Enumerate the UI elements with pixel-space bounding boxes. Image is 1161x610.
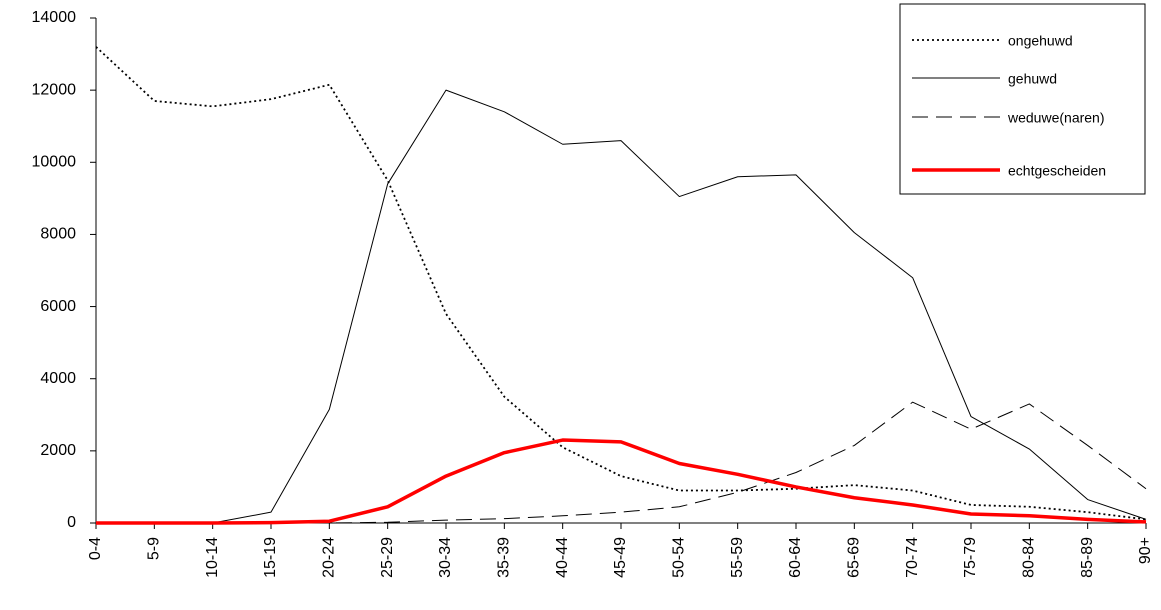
y-tick-label: 12000: [32, 81, 77, 98]
x-tick-label: 20-24: [321, 537, 338, 578]
legend-label: echtgescheiden: [1008, 163, 1106, 179]
y-tick-label: 2000: [40, 442, 76, 459]
y-tick-label: 8000: [40, 226, 76, 243]
series-line: [96, 89, 1147, 524]
legend-label: gehuwd: [1008, 71, 1057, 87]
series-line: [95, 46, 1147, 521]
x-tick-label: 80-84: [1021, 537, 1038, 578]
x-tick-label: 30-34: [437, 537, 454, 578]
x-tick-label: 65-69: [846, 537, 863, 578]
legend-label: weduwe(naren): [1007, 110, 1105, 126]
x-tick-label: 40-44: [554, 537, 571, 578]
y-tick-label: 10000: [32, 154, 77, 171]
x-tick-label: 85-89: [1079, 537, 1096, 578]
x-tick-label: 90+: [1137, 537, 1154, 564]
x-tick-label: 15-19: [262, 537, 279, 578]
x-tick-label: 35-39: [496, 537, 513, 578]
series-line: [96, 401, 1147, 524]
y-tick-label: 14000: [32, 9, 77, 26]
legend-label: ongehuwd: [1008, 33, 1073, 49]
x-tick-label: 45-49: [612, 537, 629, 578]
y-tick-label: 6000: [40, 298, 76, 315]
x-tick-label: 75-79: [962, 537, 979, 578]
x-tick-label: 5-9: [146, 537, 163, 560]
legend: ongehuwd gehuwd weduwe(naren) echtgescheide…: [899, 3, 1146, 195]
x-tick-label: 0-4: [87, 537, 104, 560]
x-tick-label: 50-54: [671, 537, 688, 578]
x-tick-label: 10-14: [204, 537, 221, 578]
y-tick-label: 0: [67, 514, 76, 531]
series-line: [96, 438, 1147, 525]
x-tick-label: 60-64: [787, 537, 804, 578]
x-tick-label: 25-29: [379, 537, 396, 578]
y-tick-label: 4000: [40, 370, 76, 387]
x-tick-label: 55-59: [729, 537, 746, 578]
x-tick-label: 70-74: [904, 537, 921, 578]
legend-box: [899, 3, 1146, 195]
